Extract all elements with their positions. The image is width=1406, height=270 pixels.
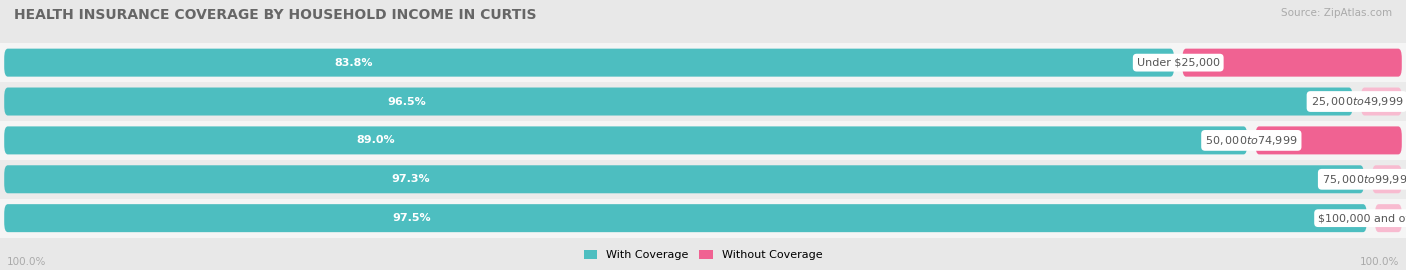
Bar (0, 82, 1406, 121)
Text: 97.5%: 97.5% (392, 213, 430, 223)
FancyBboxPatch shape (4, 49, 1174, 77)
Bar (0, 121, 1406, 160)
FancyBboxPatch shape (4, 204, 1367, 232)
Text: 83.8%: 83.8% (335, 58, 373, 68)
Text: $25,000 to $49,999: $25,000 to $49,999 (1310, 95, 1403, 108)
FancyBboxPatch shape (1372, 165, 1402, 193)
Text: $50,000 to $74,999: $50,000 to $74,999 (1205, 134, 1298, 147)
Bar (0, 199, 1406, 238)
Text: 96.5%: 96.5% (388, 96, 426, 107)
Text: 100.0%: 100.0% (7, 257, 46, 267)
Text: Under $25,000: Under $25,000 (1136, 58, 1220, 68)
Text: Source: ZipAtlas.com: Source: ZipAtlas.com (1281, 8, 1392, 18)
FancyBboxPatch shape (4, 165, 1364, 193)
Text: $100,000 and over: $100,000 and over (1317, 213, 1406, 223)
FancyBboxPatch shape (1182, 49, 1402, 77)
Text: 89.0%: 89.0% (356, 135, 395, 146)
Text: HEALTH INSURANCE COVERAGE BY HOUSEHOLD INCOME IN CURTIS: HEALTH INSURANCE COVERAGE BY HOUSEHOLD I… (14, 8, 537, 22)
Bar (0, 160, 1406, 199)
FancyBboxPatch shape (4, 87, 1353, 116)
Text: 97.3%: 97.3% (391, 174, 430, 184)
FancyBboxPatch shape (1361, 87, 1402, 116)
Text: 100.0%: 100.0% (1360, 257, 1399, 267)
Legend: With Coverage, Without Coverage: With Coverage, Without Coverage (579, 245, 827, 264)
FancyBboxPatch shape (4, 126, 1247, 154)
FancyBboxPatch shape (1375, 204, 1402, 232)
Bar (0, 43, 1406, 82)
FancyBboxPatch shape (1256, 126, 1402, 154)
Text: $75,000 to $99,999: $75,000 to $99,999 (1322, 173, 1406, 186)
